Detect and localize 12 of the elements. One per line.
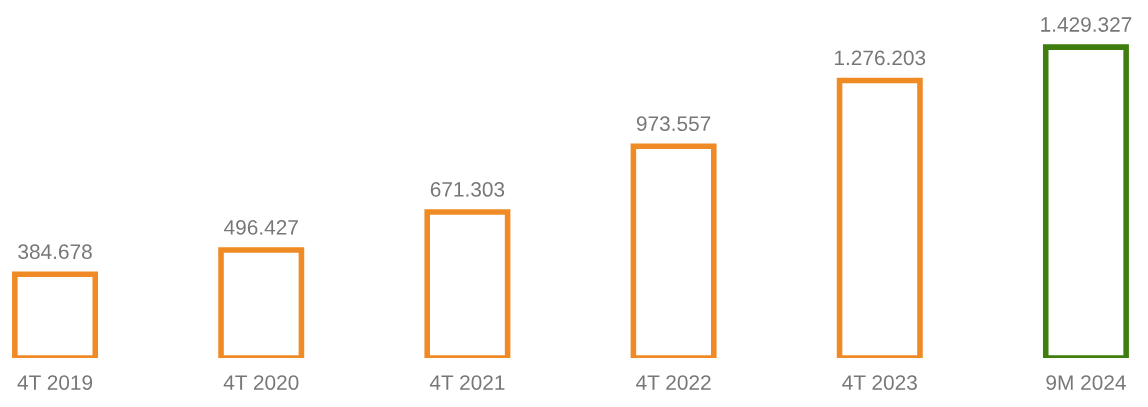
data-label: 496.427 xyxy=(224,220,298,235)
x-tick-label: 4T 2020 xyxy=(223,375,299,390)
x-tick-label: 4T 2022 xyxy=(636,375,711,390)
data-label: 671.303 xyxy=(430,182,505,197)
x-tick-label: 4T 2021 xyxy=(429,375,505,390)
x-tick-label: 4T 2023 xyxy=(842,375,917,390)
data-label: 1.429.327 xyxy=(1041,17,1132,32)
data-label: 973.557 xyxy=(636,116,711,132)
data-label: 384.678 xyxy=(18,244,92,260)
data-label: 1.276.203 xyxy=(835,50,926,66)
x-tick-label: 4T 2019 xyxy=(17,375,93,390)
x-tick-label: 9M 2024 xyxy=(1046,375,1126,390)
